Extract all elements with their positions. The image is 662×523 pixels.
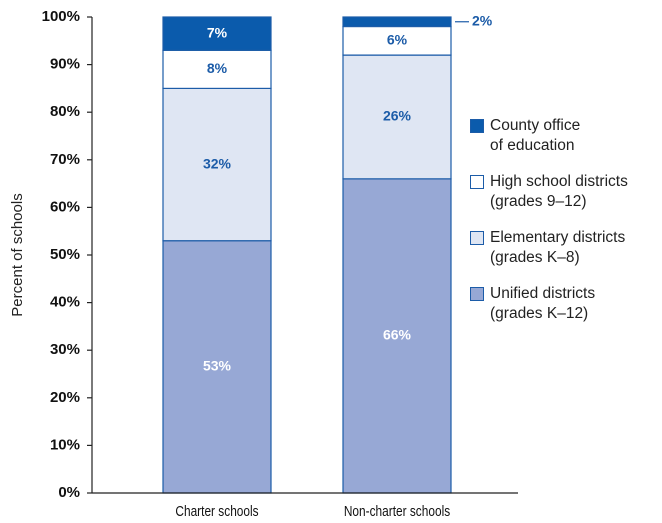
value-label: 32% [203, 155, 232, 171]
value-label: 7% [207, 24, 228, 40]
legend-swatch [470, 119, 484, 133]
bar-segment [162, 87, 272, 242]
legend-swatch [470, 231, 484, 245]
legend-label: Unified districts (grades K–12) [490, 285, 596, 322]
y-tick-label: 70% [50, 151, 80, 168]
bar-segment [342, 25, 452, 56]
y-tick-label: 30% [50, 341, 80, 358]
legend-entry: County office of education [470, 116, 660, 172]
value-label: 8% [207, 60, 228, 76]
bar-segment [342, 54, 452, 180]
legend-entry: Elementary districts (grades K–8) [470, 228, 660, 284]
y-tick-label: 80% [50, 103, 80, 120]
legend-label: High school districts (grades 9–12) [490, 173, 628, 210]
y-tick-label: 20% [50, 389, 80, 406]
x-tick-label: Charter schools [175, 503, 259, 519]
y-tick-label: 100% [42, 8, 80, 25]
legend-swatch [470, 175, 484, 189]
value-label: 6% [387, 32, 408, 48]
y-tick-label: 40% [50, 294, 80, 311]
legend: County office of education High school di… [470, 116, 660, 340]
y-tick-label: 50% [50, 246, 80, 263]
legend-entry: High school districts (grades 9–12) [470, 172, 660, 228]
y-axis-label: Percent of schools [9, 193, 26, 316]
bar-segment [342, 16, 452, 28]
value-label: 66% [383, 327, 412, 343]
x-tick-label: Non-charter schools [344, 503, 451, 519]
value-label: 53% [203, 358, 232, 374]
legend-label: Elementary districts (grades K–8) [490, 229, 626, 266]
legend-label: County office of education [490, 117, 581, 154]
y-tick-label: 0% [58, 484, 80, 501]
legend-entry: Unified districts (grades K–12) [470, 284, 660, 340]
value-label: 2% [472, 12, 493, 28]
y-tick-label: 60% [50, 198, 80, 215]
value-label: 26% [383, 108, 412, 124]
bar-segment [162, 16, 272, 51]
legend-swatch [470, 287, 484, 301]
y-tick-label: 90% [50, 56, 80, 73]
y-tick-label: 10% [50, 436, 80, 453]
bar-segment [342, 178, 452, 494]
